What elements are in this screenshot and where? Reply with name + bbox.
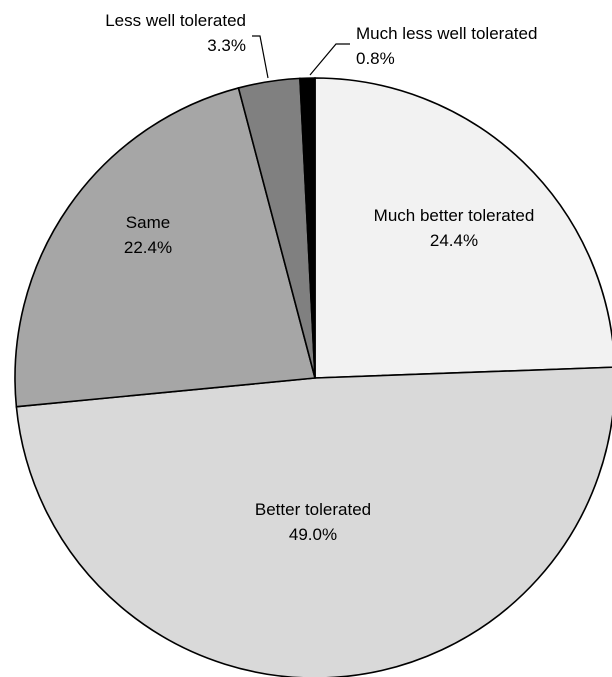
pie-slice-same [14, 86, 317, 408]
label-same-name: Same [126, 213, 170, 232]
label-better-value: 49.0% [289, 525, 337, 544]
label-same-value: 22.4% [124, 238, 172, 257]
leader-much-less [309, 43, 350, 76]
label-less-well-name: Less well tolerated [105, 11, 246, 30]
pie-slice-much-better-tolerated [314, 77, 612, 379]
label-much-less-name: Much less well tolerated [356, 24, 537, 43]
label-much-less-value: 0.8% [356, 49, 395, 68]
leader-less-well [252, 35, 269, 79]
label-much-better-name: Much better tolerated [374, 206, 535, 225]
label-much-better-value: 24.4% [430, 231, 478, 250]
pie-slice-much-less-well-tolerated [299, 77, 316, 379]
pie-slices [14, 77, 612, 677]
label-less-well-value: 3.3% [207, 36, 246, 55]
label-better-name: Better tolerated [255, 500, 371, 519]
pie-slice-better-tolerated [15, 366, 612, 677]
